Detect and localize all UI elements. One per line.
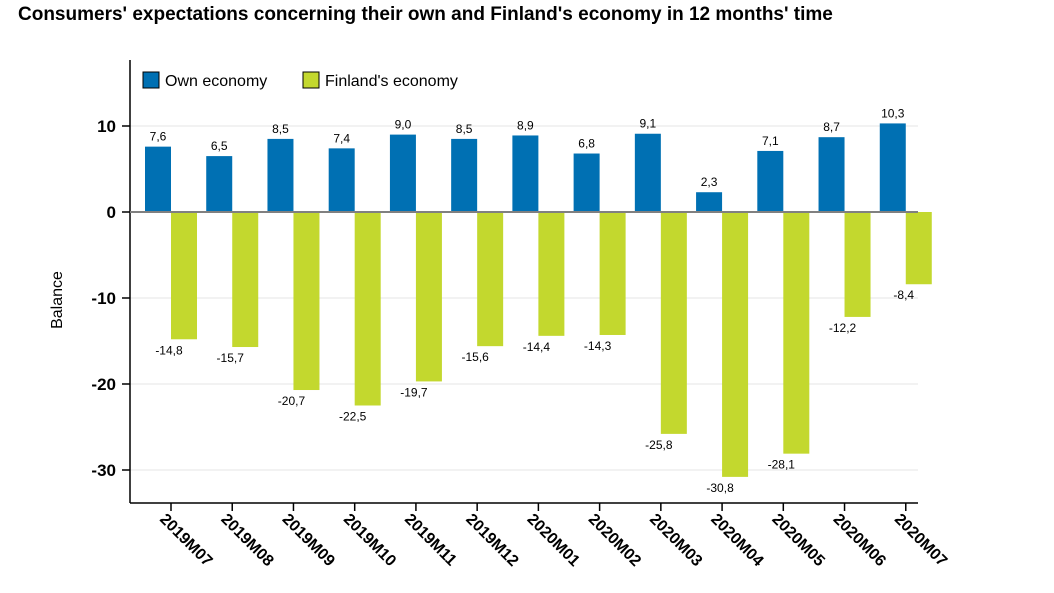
y-axis-label: Balance — [49, 271, 66, 329]
data-label-own-economy: 8,5 — [456, 122, 473, 136]
bar-own-economy — [696, 192, 723, 212]
legend-label-finlands-economy: Finland's economy — [325, 73, 458, 90]
data-label-own-economy: 2,3 — [701, 175, 718, 189]
x-tick-label: 2019M07 — [156, 511, 215, 570]
bar-finlands-economy — [660, 212, 687, 434]
bar-finlands-economy — [905, 212, 932, 285]
bar-finlands-economy — [171, 212, 197, 340]
data-label-finlands-economy: -8,4 — [893, 288, 914, 302]
bar-own-economy — [512, 135, 539, 212]
legend-swatch-own-economy — [142, 71, 160, 89]
data-label-own-economy: 10,3 — [881, 106, 905, 120]
bar-finlands-economy — [844, 212, 871, 317]
data-label-own-economy: 7,6 — [150, 130, 167, 144]
bar-finlands-economy — [538, 212, 565, 336]
data-labels: 7,6 -14,8 6,5 -15,7 8,5 -20,7 7,4 -22,5 9,0 -19,7… — [150, 106, 915, 494]
x-tick-label: 2020M04 — [707, 511, 766, 570]
x-tick-label: 2019M11 — [401, 511, 460, 570]
bar-own-economy — [879, 123, 906, 212]
data-label-own-economy: 7,1 — [762, 134, 779, 148]
data-label-finlands-economy: -30,8 — [706, 481, 734, 495]
y-tick-label: 10 — [97, 117, 116, 136]
x-tick-label: 2020M03 — [646, 511, 705, 570]
data-label-own-economy: 8,5 — [272, 122, 289, 136]
bar-own-economy — [451, 138, 478, 212]
bar-own-economy — [145, 146, 171, 212]
bar-own-economy — [573, 153, 600, 212]
y-tick-label: -20 — [91, 375, 116, 394]
x-ticks: 2019M07 2019M08 2019M09 2019M10 2019M11 2019M… — [156, 503, 950, 570]
data-label-own-economy: 7,4 — [333, 131, 350, 145]
x-tick-label: 2020M07 — [891, 511, 950, 570]
bar-finlands-economy — [415, 212, 442, 382]
data-label-finlands-economy: -15,6 — [461, 350, 489, 364]
bar-own-economy — [267, 138, 294, 212]
bar-finlands-economy — [599, 212, 626, 335]
y-tick-label: -10 — [91, 289, 116, 308]
data-label-own-economy: 9,0 — [395, 118, 412, 132]
x-tick-label: 2019M09 — [279, 511, 338, 570]
legend-label-own-economy: Own economy — [165, 73, 267, 90]
bar-own-economy — [328, 148, 355, 212]
data-label-own-economy: 8,7 — [823, 120, 840, 134]
axes — [129, 60, 918, 504]
bar-finlands-economy — [354, 212, 381, 406]
x-tick-label: 2020M02 — [585, 511, 644, 570]
data-label-finlands-economy: -12,2 — [829, 321, 857, 335]
x-tick-label: 2019M10 — [340, 511, 399, 570]
data-label-finlands-economy: -28,1 — [768, 458, 796, 472]
bar-own-economy — [818, 137, 845, 212]
x-tick-label: 2020M01 — [524, 511, 583, 570]
legend-swatch-finlands-economy — [302, 71, 320, 89]
data-label-finlands-economy: -15,7 — [217, 351, 245, 365]
bar-finlands-economy — [232, 212, 259, 348]
data-label-finlands-economy: -25,8 — [645, 438, 673, 452]
bars — [145, 123, 932, 477]
bar-own-economy — [634, 133, 661, 212]
chart-title: Consumers' expectations concerning their… — [18, 4, 833, 25]
bar-finlands-economy — [293, 212, 320, 391]
x-tick-label: 2020M06 — [830, 511, 889, 570]
bar-finlands-economy — [477, 212, 504, 347]
data-label-own-economy: 6,8 — [578, 137, 595, 151]
data-label-own-economy: 9,1 — [640, 117, 657, 131]
bar-finlands-economy — [783, 212, 810, 454]
bar-own-economy — [206, 156, 233, 212]
y-tick-label: 0 — [107, 203, 116, 222]
data-label-finlands-economy: -22,5 — [339, 410, 367, 424]
data-label-finlands-economy: -20,7 — [278, 394, 306, 408]
data-label-own-economy: 8,9 — [517, 118, 534, 132]
data-label-finlands-economy: -19,7 — [400, 385, 428, 399]
data-label-finlands-economy: -14,3 — [584, 339, 612, 353]
y-ticks: 10 0 -10 -20 -30 — [91, 117, 130, 480]
bar-finlands-economy — [722, 212, 749, 477]
data-label-finlands-economy: -14,8 — [155, 343, 183, 357]
data-label-own-economy: 6,5 — [211, 139, 228, 153]
bar-own-economy — [757, 150, 784, 212]
data-label-finlands-economy: -14,4 — [523, 340, 551, 354]
bar-own-economy — [389, 134, 416, 212]
y-tick-label: -30 — [91, 461, 116, 480]
x-tick-label: 2019M08 — [217, 511, 276, 570]
x-tick-label: 2019M12 — [462, 511, 521, 570]
x-tick-label: 2020M05 — [768, 511, 827, 570]
legend: Own economy Finland's economy — [142, 71, 458, 90]
